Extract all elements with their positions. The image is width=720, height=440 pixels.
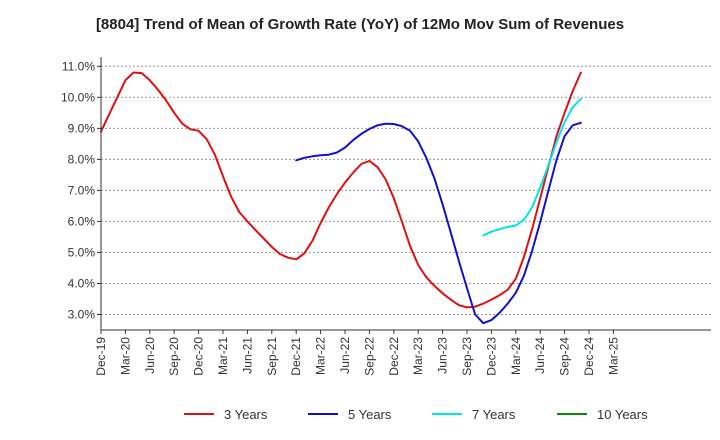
x-tick-label: Mar-24: [509, 337, 523, 375]
legend-label-7-years: 7 Years: [472, 407, 516, 422]
series-line-3-years: [100, 71, 582, 309]
y-tick-label: 3.0%: [68, 308, 96, 322]
x-tick-label: Sep-22: [362, 337, 376, 376]
x-tick-label: Sep-23: [460, 337, 474, 376]
plot-area: [101, 57, 711, 330]
x-tick-label: Jun-22: [338, 337, 352, 374]
x-tick-label: Dec-24: [582, 337, 596, 376]
x-tick-label: Jun-23: [436, 337, 450, 374]
y-tick-label: 6.0%: [68, 214, 96, 228]
y-tick-label: 4.0%: [68, 277, 96, 291]
x-tick-label: Sep-24: [558, 337, 572, 376]
x-tick-label: Dec-22: [387, 337, 401, 376]
x-tick-label: Jun-24: [533, 337, 547, 374]
y-axis-ticks: 3.0% 4.0% 5.0% 6.0% 7.0% 8.0% 9.0% 10.0% 11.0%: [61, 59, 101, 322]
legend-label-5-years: 5 Years: [348, 407, 392, 422]
x-tick-label: Mar-21: [216, 337, 230, 375]
chart-title: [8804] Trend of Mean of Growth Rate (YoY…: [96, 16, 624, 33]
series-lines: [100, 71, 582, 325]
x-tick-label: Dec-19: [94, 337, 108, 376]
x-tick-label: Dec-23: [484, 337, 498, 376]
x-tick-label: Jun-21: [240, 337, 254, 374]
x-tick-label: Jun-20: [143, 337, 157, 374]
legend: 3 Years 5 Years 7 Years 10 Years: [184, 407, 648, 422]
x-tick-label: Mar-25: [606, 337, 620, 375]
series-line-5-years: [295, 121, 582, 325]
series-line-7-years: [482, 97, 582, 237]
x-tick-label: Sep-20: [167, 337, 181, 376]
y-tick-label: 7.0%: [68, 183, 96, 197]
legend-label-10-years: 10 Years: [597, 407, 648, 422]
gridlines: [101, 65, 711, 315]
x-tick-label: Dec-20: [192, 337, 206, 376]
x-tick-label: Dec-21: [289, 337, 303, 376]
x-tick-label: Sep-21: [265, 337, 279, 376]
y-tick-label: 5.0%: [68, 245, 96, 259]
y-tick-label: 9.0%: [68, 121, 96, 135]
legend-label-3-years: 3 Years: [224, 407, 268, 422]
x-tick-label: Mar-23: [411, 337, 425, 375]
x-axis-ticks: Dec-19 Mar-20 Jun-20 Sep-20 Dec-20 Mar-21 Jun-…: [94, 330, 620, 376]
y-tick-label: 8.0%: [68, 152, 96, 166]
y-tick-label: 10.0%: [61, 90, 95, 104]
y-tick-label: 11.0%: [62, 59, 95, 73]
x-tick-label: Mar-22: [314, 337, 328, 375]
x-tick-label: Mar-20: [118, 337, 132, 375]
